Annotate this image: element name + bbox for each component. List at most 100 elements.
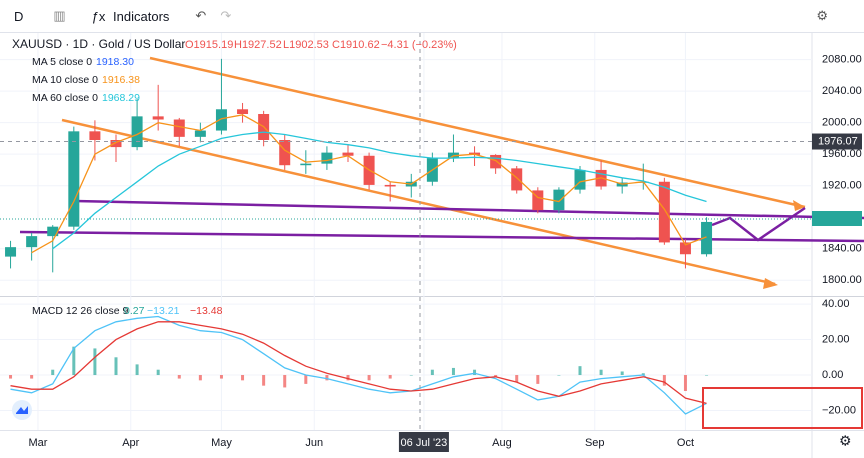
x-tick-label: Aug [492,437,512,449]
macd-histogram-bar [114,357,118,376]
macd-histogram-bar [388,375,392,379]
chart: 2080.00 2040.00 2000.00 1960.00 1920.00 1840.… [0,33,864,458]
crosshair-price-label: 1976.07 [818,135,858,147]
candle-body [511,168,523,191]
macd-histogram-bar [662,375,666,386]
macd-histogram-bar [705,375,709,376]
candle-body [110,140,122,148]
macd-line [10,315,707,415]
macd-tick-label: 0.00 [822,369,843,381]
ma-legend-label: MA 60 close 0 [32,92,98,104]
x-tick-label: Sep [585,437,605,449]
arrow-head [763,278,778,289]
candle-body [574,169,586,190]
macd-legend-label: MACD 12 26 close 9 [32,305,128,317]
crosshair-time-bg [398,432,449,452]
candle-body [679,242,691,255]
macd-histogram-bar [262,375,266,386]
macd-histogram-bar [536,375,540,384]
ohlc-value: L1902.53 [283,39,329,51]
trend-line [61,118,776,286]
ma-legend-value: 1968.29 [102,92,140,104]
ma-legend-label: MA 10 close 0 [32,74,98,86]
macd-tick-label: −20.00 [822,404,856,416]
macd-histogram-bar [641,373,645,376]
trend-line [19,230,864,243]
macd-histogram-bar [304,375,308,384]
candle-body [131,116,143,148]
y-tick-label: 1920.00 [822,180,862,192]
redo-button[interactable]: ↷ [220,8,232,23]
x-tick-label: Jun [305,437,323,449]
chart-type-icon[interactable]: ▥ [53,8,66,23]
ma-legend-value: 1916.38 [102,74,140,86]
macd-histogram-bar [620,371,624,376]
ohlc-value: O1915.19 [185,39,233,51]
x-tick-label: May [211,437,232,449]
x-tick-label: Mar [28,437,47,449]
macd-histogram-bar [283,375,287,388]
ohlc-value: H1927.52 [234,39,282,51]
macd-histogram-bar [9,375,13,379]
candle-body [152,116,164,120]
x-tick-label: 06 Jul '23 [401,437,448,449]
ma-legend-value: 1918.30 [96,56,134,68]
x-tick-label: Apr [122,437,139,449]
y-tick-label: 2080.00 [822,54,862,66]
macd-histogram-bar [325,375,329,381]
macd-histogram-bar [30,375,34,379]
macd-histogram-bar [135,364,139,376]
highlight-box [702,387,863,429]
macd-tick-label: 20.00 [822,333,850,345]
change-value: −4.31 (−0.23%) [381,39,457,51]
macd-histogram-bar [430,369,434,376]
macd-histogram-bar [683,375,687,391]
undo-button[interactable]: ↶ [195,8,207,23]
y-tick-label: 1960.00 [822,148,862,160]
candle-body [300,163,312,166]
crosshair-price-bg [812,133,862,150]
macd-signal-value: −13.48 [190,305,223,317]
arrow-head [793,200,805,211]
candle-body [237,109,249,114]
x-tick-label: Oct [677,437,694,449]
ohlc-value: C1910.62 [332,39,380,51]
macd-histogram-bar [473,369,477,376]
drawings [0,56,864,289]
candle-body [5,247,17,257]
indicators-button[interactable]: ƒx Indicators [91,8,170,24]
y-tick-label: 2040.00 [822,85,862,97]
macd-histogram-bar [599,369,603,376]
macd-histogram-bar [557,375,561,376]
interval-button[interactable]: D [14,8,24,24]
macd-histogram-bar [578,366,582,376]
candle-body [279,140,291,166]
settings-button[interactable]: ⚙ [816,8,828,23]
macd-value: −13.21 [147,305,180,317]
macd-histogram-bar [93,348,97,376]
settings-icon[interactable]: ⚙ [839,433,852,449]
candle-body [342,152,354,156]
macd-histogram-bar [51,369,55,376]
candle-body [532,190,544,211]
y-tick-label: 1840.00 [822,243,862,255]
candle-body [658,181,670,243]
candle-body [490,154,502,169]
candle-body [194,130,206,137]
candle-body [89,131,101,140]
macd-histogram-bar [346,375,350,381]
candle-body [701,221,713,255]
last-price-label [812,211,862,226]
symbol-title: XAUUSD · 1D · Gold / US Dollar [12,37,185,51]
ma-line [31,114,707,254]
projection-path [711,206,806,242]
candle-body [68,131,80,227]
candle-body [384,184,396,187]
trend-line [149,56,806,209]
macd-histogram-bar [241,375,245,381]
logo-icon [12,400,32,420]
macd-histogram-bar [177,375,181,379]
y-tick-label: 2000.00 [822,117,862,129]
macd-histogram-bar [219,375,223,379]
series [5,58,713,415]
